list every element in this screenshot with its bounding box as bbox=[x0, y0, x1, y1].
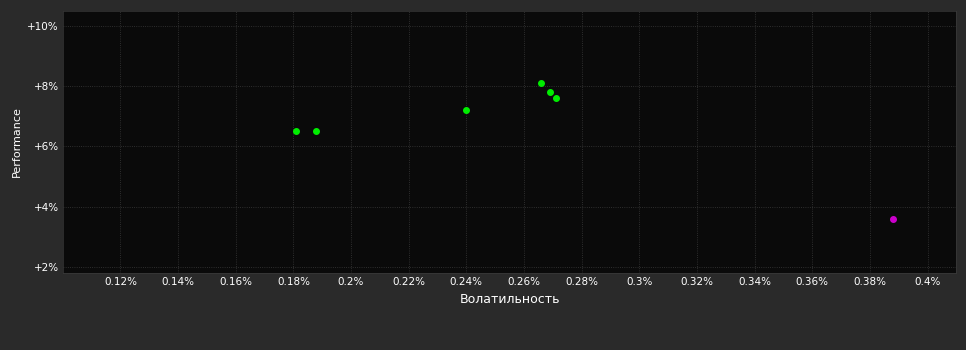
X-axis label: Волатильность: Волатильность bbox=[459, 293, 560, 306]
Y-axis label: Performance: Performance bbox=[12, 106, 21, 177]
